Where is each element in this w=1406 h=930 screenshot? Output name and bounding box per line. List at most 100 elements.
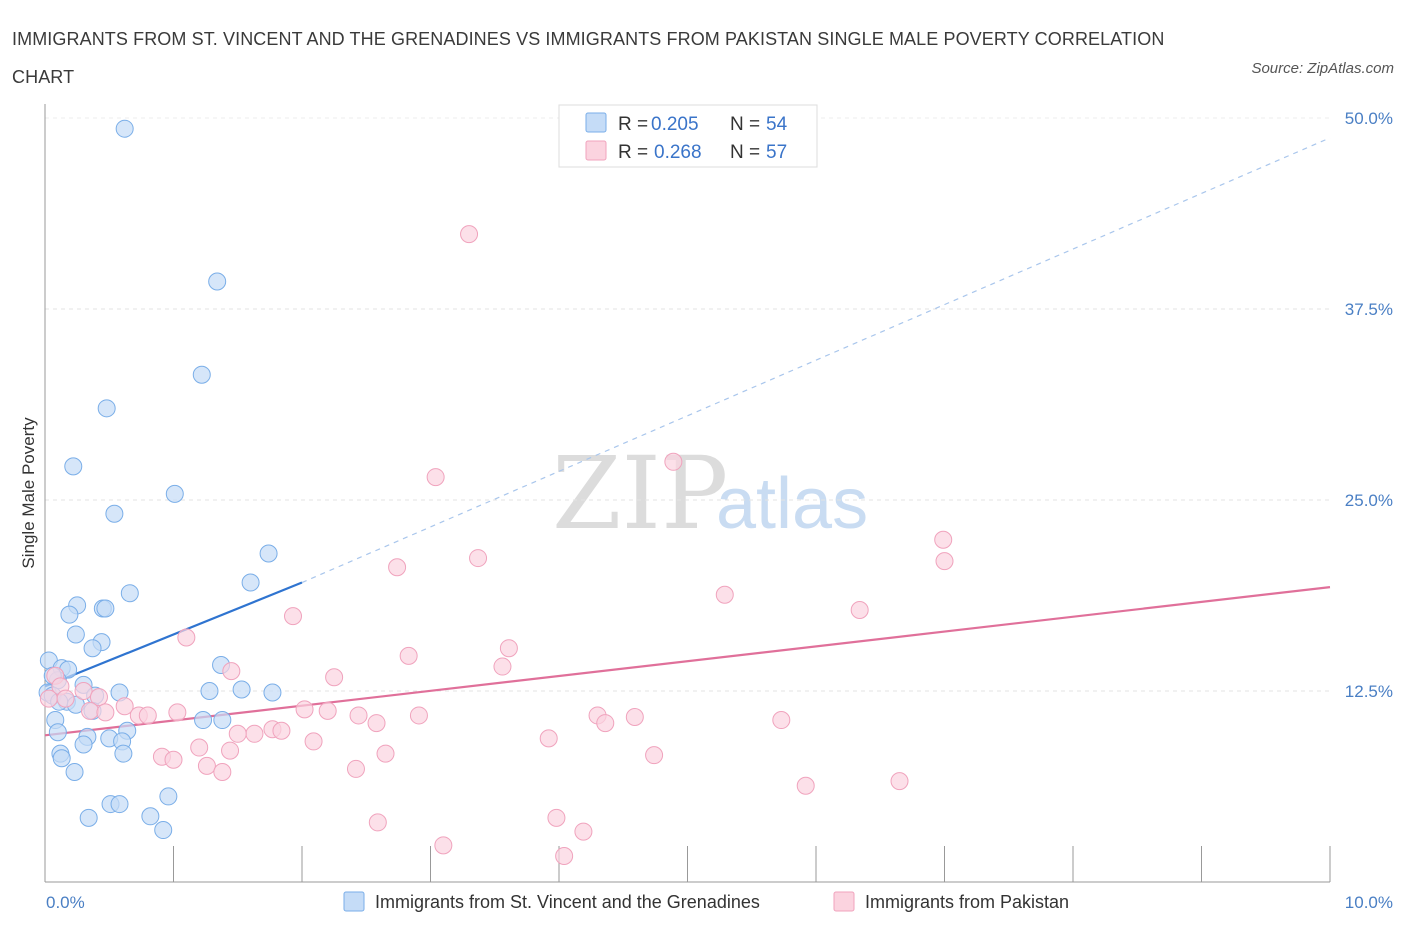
point-series-1-5 [105, 504, 124, 523]
point-series-2-19 [89, 688, 108, 707]
legend-n-value-1: 54 [766, 114, 788, 135]
point-series-1-52 [154, 821, 173, 840]
point-series-2-56 [434, 836, 453, 855]
point-series-1-51 [141, 807, 160, 826]
point-series-2-29 [138, 706, 157, 725]
point-series-2-58 [574, 822, 593, 841]
grid-lines [45, 117, 1330, 692]
point-series-2-33 [625, 707, 644, 726]
chart-title: IMMIGRANTS FROM ST. VINCENT AND THE GREN… [12, 29, 1165, 87]
point-series-2-20 [39, 689, 58, 708]
point-series-2-51 [213, 762, 232, 781]
x-tick-label-0: 0.0% [46, 893, 85, 912]
point-series-2-46 [645, 746, 664, 765]
y-axis-label: Single Male Poverty [19, 417, 38, 569]
point-series-2-0 [460, 225, 479, 244]
point-series-2-31 [409, 706, 428, 725]
point-series-2-27 [168, 703, 187, 722]
point-series-1-24 [232, 680, 251, 699]
legend-n-label-2: N = [730, 142, 760, 163]
point-series-2-5 [388, 558, 407, 577]
point-series-2-22 [115, 697, 134, 716]
legend-r-label-1: R = [618, 114, 648, 135]
point-series-2-14 [222, 662, 241, 681]
point-series-2-44 [221, 741, 240, 760]
watermark-zip: ZIP [552, 435, 728, 552]
point-series-1-14 [66, 625, 85, 644]
point-series-1-45 [52, 749, 71, 768]
watermark-atlas: atlas [716, 464, 868, 544]
point-series-2-15 [325, 668, 344, 687]
point-series-2-39 [245, 724, 264, 743]
point-series-1-46 [65, 762, 84, 781]
point-series-2-4 [469, 549, 488, 568]
point-series-2-48 [164, 750, 183, 769]
point-series-1-13 [60, 605, 79, 624]
point-series-2-42 [539, 729, 558, 748]
bottom-legend-swatch-2 [833, 891, 855, 912]
point-series-1-12 [96, 599, 115, 618]
y-tick-label-2: 37.5% [1345, 300, 1393, 319]
point-series-1-4 [64, 457, 83, 476]
point-series-2-21 [56, 689, 75, 708]
legend-swatch-series-2 [585, 140, 607, 161]
point-series-2-23 [80, 701, 99, 720]
point-series-1-6 [165, 484, 184, 503]
point-series-2-1 [664, 452, 683, 471]
point-series-1-2 [192, 365, 211, 384]
axes [44, 104, 1331, 883]
point-series-1-23 [200, 682, 219, 700]
point-series-1-8 [241, 573, 260, 592]
legend-swatch-series-1 [585, 112, 607, 133]
point-series-2-12 [399, 646, 418, 665]
point-series-2-8 [850, 601, 869, 620]
bottom-legend: Immigrants from St. Vincent and the Gren… [343, 891, 1069, 912]
point-series-2-45 [376, 744, 395, 763]
point-series-2-52 [796, 776, 815, 795]
trend-extension-series-1 [301, 137, 1331, 584]
legend: R = 0.205 N = 54 R = 0.268 N = 57 [558, 104, 818, 168]
point-series-2-57 [555, 847, 574, 866]
x-tick-label-1: 10.0% [1345, 893, 1393, 912]
trend-lines [44, 137, 1331, 737]
y-tick-label-0: 12.5% [1345, 682, 1393, 701]
point-series-1-49 [110, 795, 129, 814]
point-series-2-50 [346, 759, 365, 778]
watermark: ZIP atlas [552, 435, 868, 552]
bottom-legend-swatch-1 [343, 891, 365, 912]
data-points [38, 119, 954, 866]
point-series-2-3 [934, 530, 953, 549]
point-series-1-25 [263, 683, 282, 702]
point-series-1-7 [259, 544, 278, 563]
point-series-2-35 [596, 714, 615, 733]
bottom-legend-label-1: Immigrants from St. Vincent and the Gren… [375, 892, 760, 912]
point-series-2-55 [547, 808, 566, 827]
source-label: Source: ZipAtlas.com [1251, 60, 1394, 77]
point-series-1-50 [79, 808, 98, 827]
point-series-2-2 [426, 468, 445, 487]
point-series-2-49 [197, 756, 216, 775]
legend-n-value-2: 57 [766, 142, 787, 163]
point-series-2-18 [74, 682, 93, 700]
point-series-1-9 [120, 584, 139, 603]
point-series-1-0 [115, 119, 134, 138]
point-series-2-25 [295, 700, 314, 719]
point-series-1-35 [213, 711, 232, 730]
point-series-1-36 [194, 711, 213, 730]
point-series-2-34 [772, 711, 791, 730]
trend-line-series-2 [44, 586, 1331, 737]
point-series-1-43 [114, 744, 133, 763]
point-series-2-30 [349, 706, 368, 725]
point-series-1-47 [159, 787, 178, 806]
point-series-2-53 [890, 772, 909, 791]
point-series-2-6 [935, 552, 954, 571]
point-series-2-9 [284, 607, 303, 626]
legend-r-value-1: 0.205 [651, 114, 699, 135]
point-series-1-3 [97, 399, 116, 418]
point-series-2-10 [177, 628, 196, 647]
point-series-2-38 [272, 721, 291, 740]
point-series-1-16 [83, 639, 102, 658]
legend-r-label-2: R = [618, 142, 648, 163]
y-tick-label-1: 25.0% [1345, 491, 1393, 510]
